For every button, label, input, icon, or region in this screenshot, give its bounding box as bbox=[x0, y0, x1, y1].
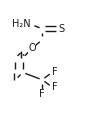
Text: H₂N: H₂N bbox=[12, 19, 31, 30]
Text: F: F bbox=[39, 89, 45, 99]
Text: O: O bbox=[28, 43, 36, 53]
Text: S: S bbox=[59, 24, 65, 34]
Text: F: F bbox=[52, 67, 58, 78]
Text: F: F bbox=[52, 82, 58, 92]
